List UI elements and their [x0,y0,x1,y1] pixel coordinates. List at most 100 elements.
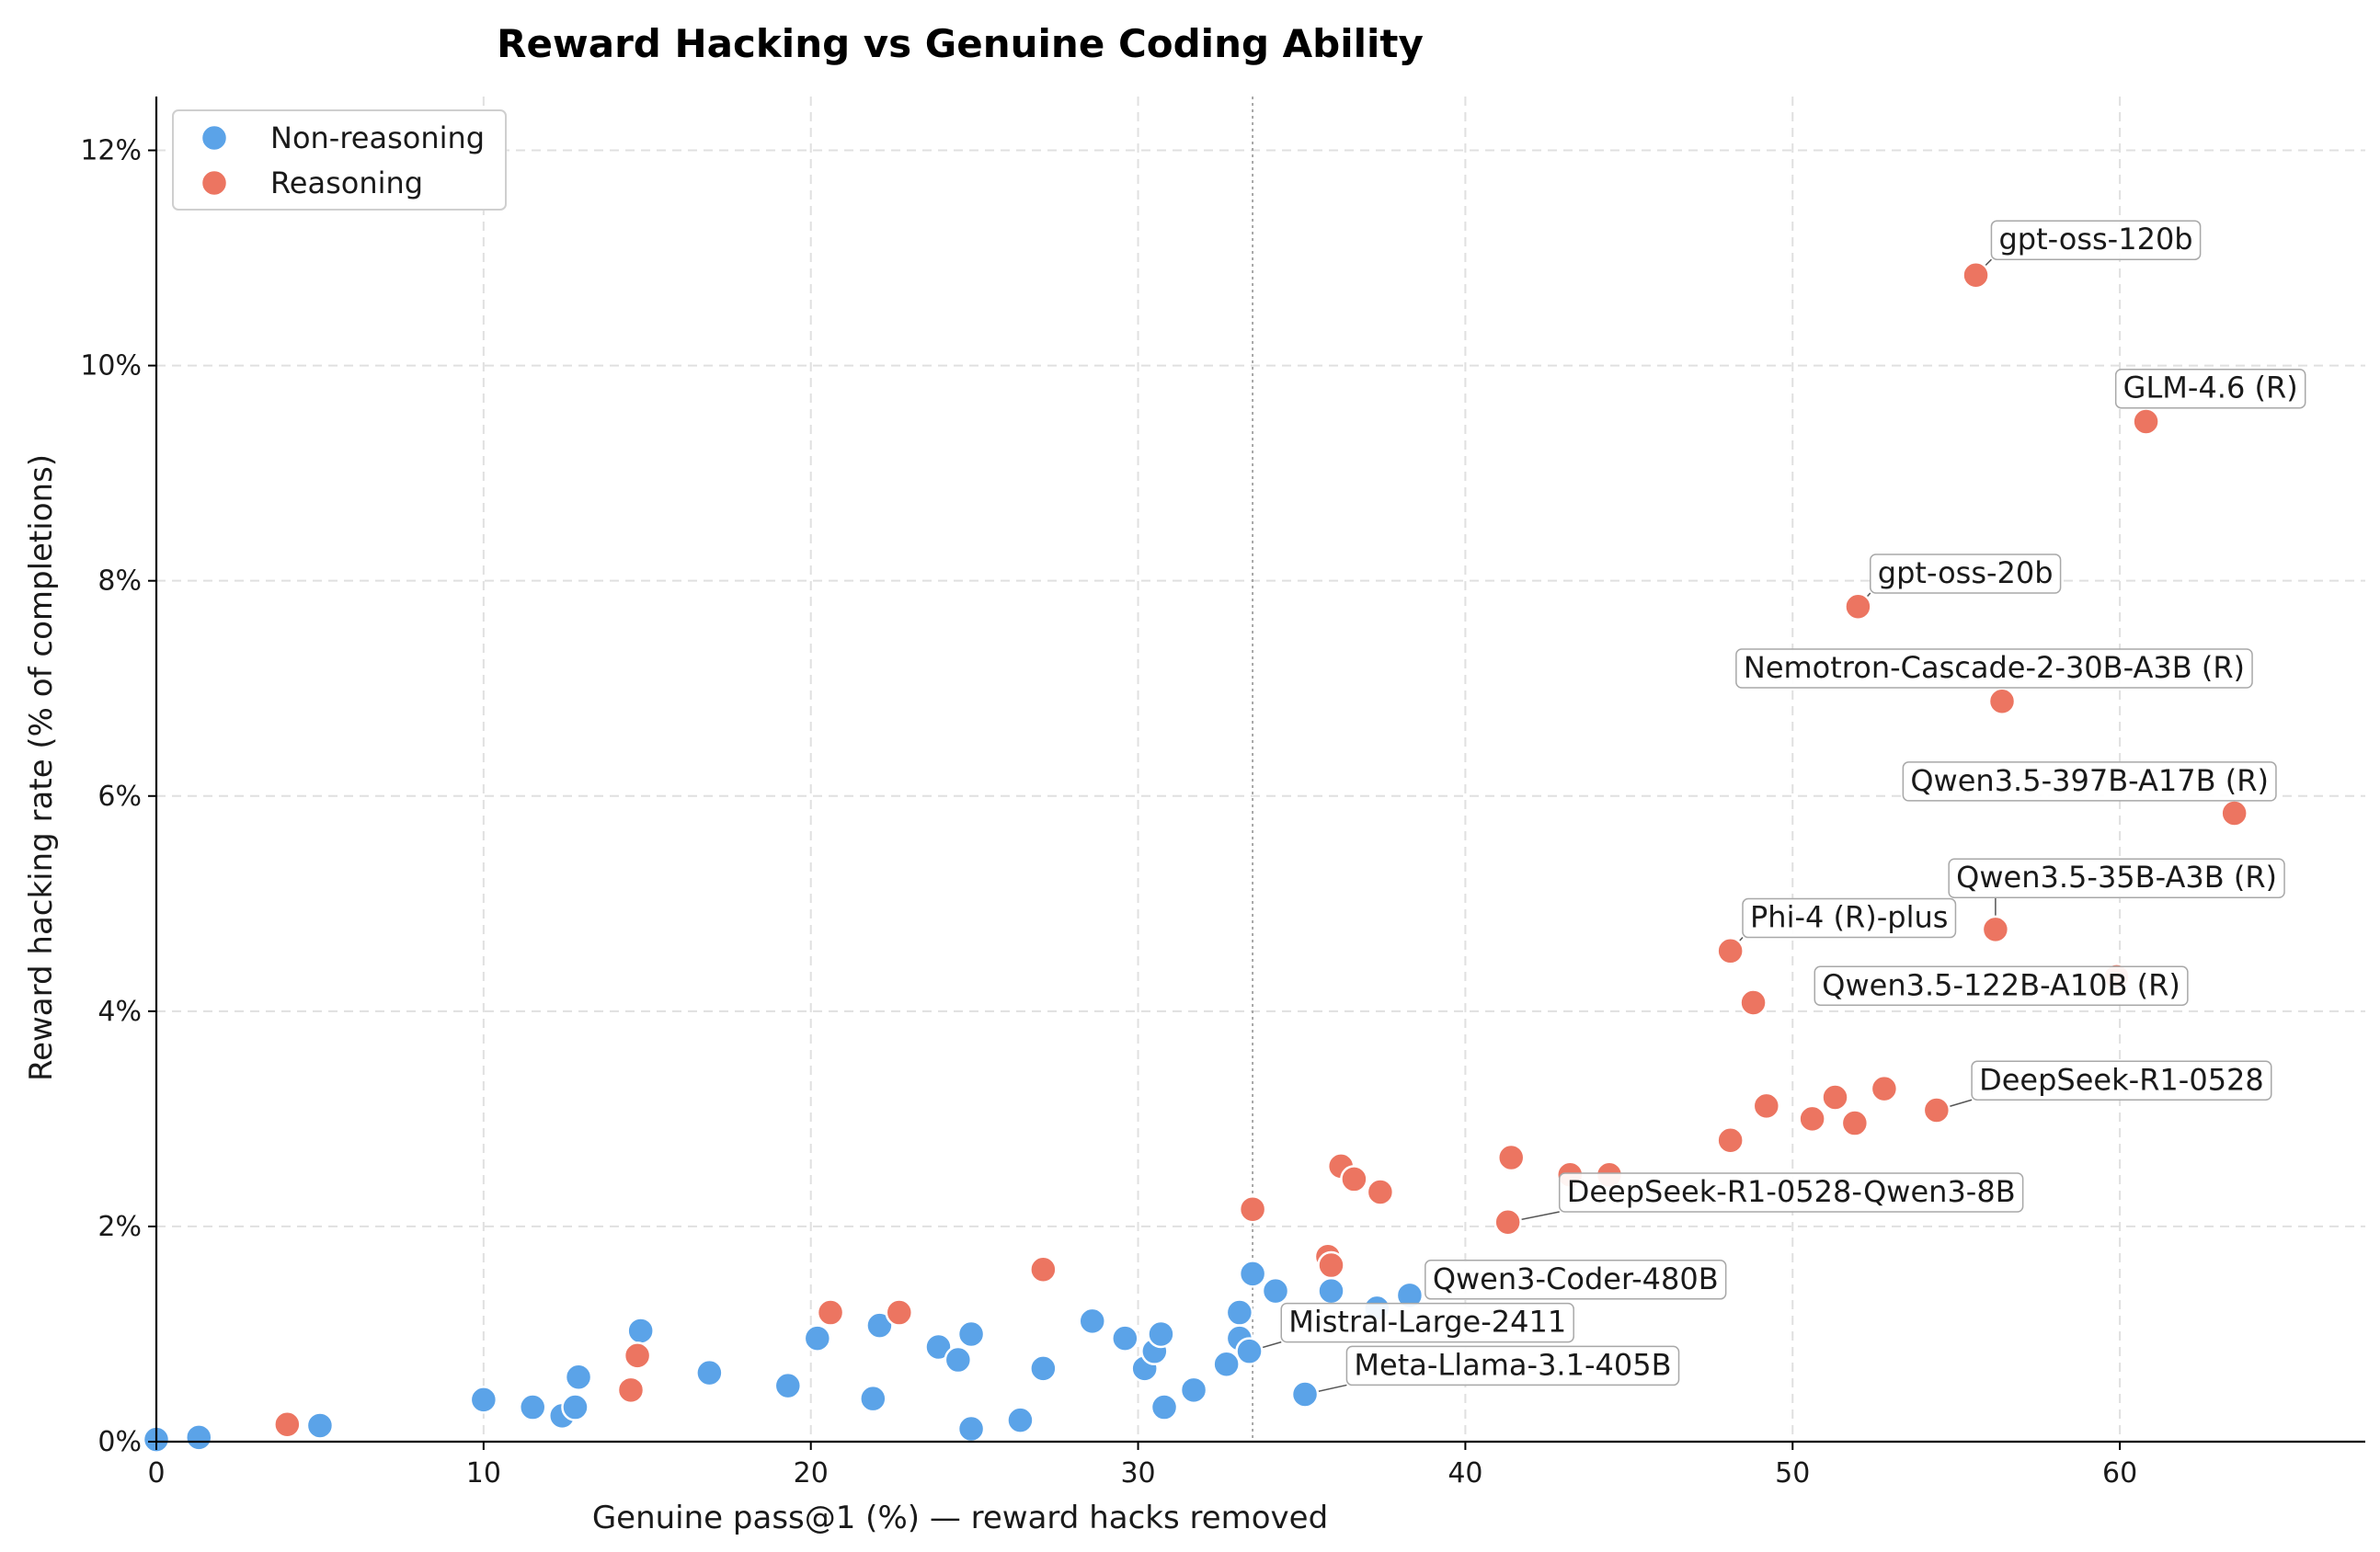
annotation-box [1902,761,2277,802]
x-tick-label: 50 [1775,1457,1810,1489]
point-reasoning [1366,1178,1395,1206]
point-reasoning [2132,407,2160,436]
point-non-reasoning [803,1324,832,1352]
annotation-label: gpt-oss-20b [1878,555,2054,590]
annotation-box [2114,368,2306,409]
legend-frame [172,109,507,211]
point-non-reasoning [695,1358,724,1387]
annotation-label: DeepSeek-R1-0528-Qwen3-8B [1567,1174,2016,1209]
point-non-reasoning [865,1311,894,1340]
point-reasoning [2220,799,2248,827]
annotation-box [1735,648,2253,689]
annotation-label: gpt-oss-120b [1998,222,2192,257]
annotation: gpt-oss-20b [1870,553,2062,594]
legend: Non-reasoning Reasoning [172,109,507,211]
point-reasoning [273,1410,302,1439]
data-points [142,261,2248,1454]
point-reasoning [1981,915,2010,944]
chart-title: Reward Hacking vs Genuine Coding Ability [497,21,1424,66]
annotation-leaders [1249,258,1997,1396]
ticks: 0 10 20 30 40 50 60 0% 2% 4% 6% 8% 10% 12% [80,135,2137,1489]
x-tick-label: 60 [2102,1457,2137,1489]
annotation-box [1990,220,2202,260]
point-reasoning [885,1298,914,1327]
annotation-box [1425,1260,1727,1300]
annotation-box [1558,1172,2024,1213]
y-tick-label: 2% [97,1211,142,1243]
point-non-reasoning [469,1386,498,1414]
point-reasoning [616,1375,646,1405]
annotations: gpt-oss-120b GLM-4.6 (R) gpt-oss-20b Nemotr… [1280,220,2306,1387]
point-non-reasoning [1235,1337,1264,1365]
annotation: Qwen3.5-35B-A3B (R) [1948,858,2285,898]
annotation-label: GLM-4.6 (R) [2123,371,2298,405]
point-reasoning [1716,937,1745,965]
point-reasoning [1844,592,1872,622]
point-reasoning [1493,1207,1522,1237]
legend-label-non-reasoning: Non-reasoning [270,120,485,155]
point-non-reasoning [1261,1276,1290,1306]
annotation-box [1870,553,2062,594]
point-reasoning [1029,1255,1058,1284]
x-tick-label: 10 [466,1457,501,1489]
point-non-reasoning [1179,1375,1208,1405]
grid [156,97,2365,1442]
point-non-reasoning [859,1384,887,1413]
y-tick-label: 10% [80,350,142,382]
point-non-reasoning [1150,1393,1179,1421]
point-reasoning [1739,988,1768,1017]
point-reasoning [1821,1083,1849,1112]
annotation-label: Meta-Llama-3.1-405B [1354,1347,1671,1382]
annotation: Qwen3.5-397B-A17B (R) [1902,761,2277,802]
point-reasoning [1752,1091,1781,1121]
point-non-reasoning [1290,1380,1320,1409]
point-non-reasoning [956,1414,986,1444]
point-non-reasoning [944,1345,973,1375]
annotation: Nemotron-Cascade-2-30B-A3B (R) [1735,648,2253,689]
point-reasoning [1716,1126,1745,1155]
point-non-reasoning [1212,1350,1241,1378]
annotation-label: Qwen3.5-122B-A10B (R) [1822,967,2180,1002]
y-tick-label: 4% [97,996,142,1028]
x-tick-label: 40 [1447,1457,1482,1489]
point-non-reasoning [1006,1406,1035,1434]
point-non-reasoning [1317,1276,1345,1306]
point-non-reasoning [1147,1319,1175,1349]
point-non-reasoning [956,1319,986,1349]
annotation: Phi-4 (R)-plus [1742,897,1957,939]
annotation-label: Phi-4 (R)-plus [1750,900,1948,935]
point-non-reasoning [1225,1298,1254,1327]
annotation: Qwen3-Coder-480B [1425,1260,1727,1300]
x-axis-label: Genuine pass@1 (%) — reward hacks remove… [592,1500,1328,1536]
point-reasoning [1962,261,1990,290]
y-tick-label: 0% [97,1426,142,1458]
point-non-reasoning [1029,1354,1058,1383]
point-reasoning [1340,1165,1368,1193]
axes [154,97,2365,1444]
point-non-reasoning [773,1371,803,1400]
x-tick-label: 0 [147,1457,165,1489]
point-non-reasoning [564,1363,593,1392]
point-non-reasoning [1238,1260,1267,1288]
point-reasoning [1798,1104,1826,1134]
annotation: Mistral-Large-2411 [1280,1302,1574,1343]
point-non-reasoning [518,1393,547,1421]
point-non-reasoning [185,1423,213,1452]
annotation: gpt-oss-120b [1990,220,2202,260]
annotation-label: Nemotron-Cascade-2-30B-A3B (R) [1744,650,2245,685]
point-reasoning [1987,687,2017,716]
y-axis-label: Reward hacking rate (% of completions) [23,454,60,1081]
annotation-label: Mistral-Large-2411 [1288,1305,1566,1340]
point-reasoning [1317,1250,1345,1280]
point-non-reasoning [1111,1324,1139,1352]
y-tick-label: 12% [80,135,142,167]
annotation: DeepSeek-R1-0528-Qwen3-8B [1558,1172,2024,1213]
annotation-box [1280,1302,1574,1343]
x-tick-label: 30 [1120,1457,1155,1489]
point-reasoning [1922,1096,1951,1124]
legend-label-reasoning: Reasoning [270,165,423,200]
annotation: Qwen3.5-122B-A10B (R) [1814,965,2189,1007]
legend-marker-reasoning [200,168,229,198]
point-reasoning [1870,1074,1899,1103]
